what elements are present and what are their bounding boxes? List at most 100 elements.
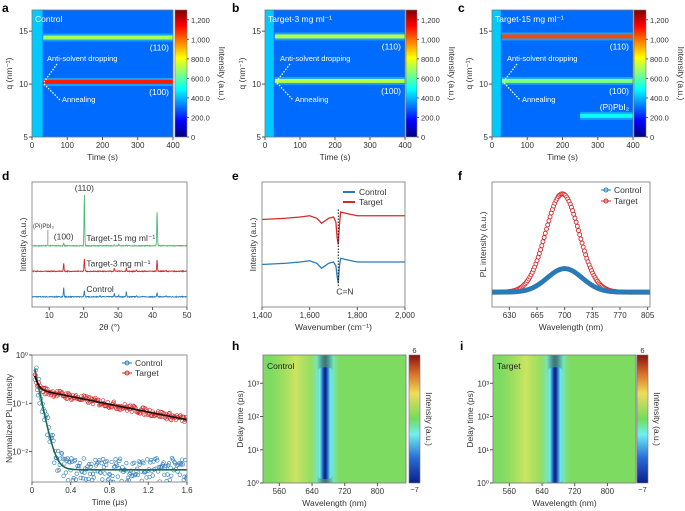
trpl-point [65,396,70,401]
x-tick-label: 560 [503,487,517,496]
x-tick-label: 400 [626,141,640,150]
colorbar-label: Intensity (a.u.) [447,47,457,101]
anti-solvent-label: Anti-solvent dropping [47,54,117,63]
band-label: (110) [610,41,629,51]
plot-frame [261,181,406,308]
x-axis-label: Wavenumber (cm⁻¹) [295,322,372,332]
x-tick-label: 630 [503,311,517,320]
trpl-point [169,473,174,478]
x-axis-label: Time (μs) [92,497,128,507]
heatmap-early-region [492,10,501,137]
panel-g [29,354,188,485]
y-tick-label: 5 [24,133,29,142]
y-axis-label: Normalized PL intensity [4,373,14,463]
trpl-point [90,401,96,407]
trpl-point [166,461,172,466]
trpl-point [73,457,78,463]
x-tick-label: 800 [371,487,385,496]
trpl-point [157,479,162,482]
plot-frame [492,354,637,484]
trpl-point [178,461,183,466]
panel-f [491,181,651,310]
trpl-point [59,451,65,456]
colorbar-tick-label: 400.0 [421,94,440,103]
anti-solvent-arrow [276,63,291,82]
pl-point [540,239,546,245]
diffraction-band [274,78,405,83]
xrd-trace [32,258,187,274]
legend-label: Target [614,196,638,206]
pl-point [545,222,551,228]
colorbar-tick-label: 800.0 [421,55,440,64]
trpl-point [148,460,153,465]
panel-b [262,9,419,140]
plot-area-b [265,10,405,137]
sample-label: Target-3 mg ml⁻¹ [268,14,332,24]
x-axis-label: Time (s) [87,152,118,162]
x-tick-label: 0.8 [104,486,116,495]
trpl-point [119,478,124,482]
panel-c [489,9,648,140]
trpl-point [109,459,114,465]
pl-point [574,223,580,229]
plot-area-a [32,10,173,137]
trpl-point [180,462,186,467]
x-tick-label: 0 [30,141,35,150]
plot-area-h [263,355,406,483]
legend-label: Control [359,187,387,197]
trpl-point [167,477,172,482]
x-tick-label: 50 [183,311,192,320]
trace-label: Target-15 mg ml⁻¹ [86,233,155,243]
trpl-point [114,461,119,466]
x-tick-label: 720 [338,487,352,496]
colorbar-tick-label: 6 [412,346,416,355]
trpl-point [118,456,123,461]
y-axis-label: Delay time (ps) [465,390,475,447]
trpl-point [107,472,112,477]
trpl-point [59,450,64,456]
colorbar-tick-label: 1,000 [421,35,440,44]
legend-label: Control [135,358,163,368]
trpl-point [179,462,184,467]
pl-point [578,236,584,242]
trpl-point [70,459,75,464]
trpl-point [114,406,119,411]
trpl-point [86,476,91,482]
trace-label: Control [86,284,114,294]
y-tick-label: 15 [19,27,28,36]
y-tick-label: 10³ [477,379,489,388]
trpl-point [165,472,170,477]
trpl-point [115,474,120,479]
heatmap-early-region [32,10,43,137]
trpl-point [138,460,143,465]
anti-solvent-arrow [503,63,518,82]
trpl-point [34,365,39,370]
trpl-point [51,438,56,443]
x-axis-label: Wavelength (nm) [532,498,597,508]
colorbar-tick-label: 200.0 [191,113,210,122]
trpl-point [147,475,152,480]
trpl-point [183,457,187,463]
trpl-point [104,462,109,468]
peak-label-100: (100) [54,231,74,241]
trpl-point [83,477,89,482]
trpl-point [117,458,122,463]
x-tick-label: 400 [166,141,180,150]
y-tick-label: 10¹ [247,446,259,455]
trpl-point [72,459,77,464]
band-label: (100) [149,87,169,97]
colorbar-tick-label: −7 [638,485,647,494]
trpl-point [78,475,83,480]
anti-solvent-arrow [43,63,58,83]
trpl-point [66,478,71,482]
anti-solvent-label: Anti-solvent dropping [507,54,577,63]
trpl-point [45,415,51,420]
trpl-point [70,478,75,482]
legend-label: Target [359,197,383,207]
trpl-point [132,460,137,465]
pl-point [579,240,585,246]
trpl-point [101,464,106,470]
y-tick-label: 10² [477,413,489,422]
annealing-label: Annealing [295,95,328,104]
